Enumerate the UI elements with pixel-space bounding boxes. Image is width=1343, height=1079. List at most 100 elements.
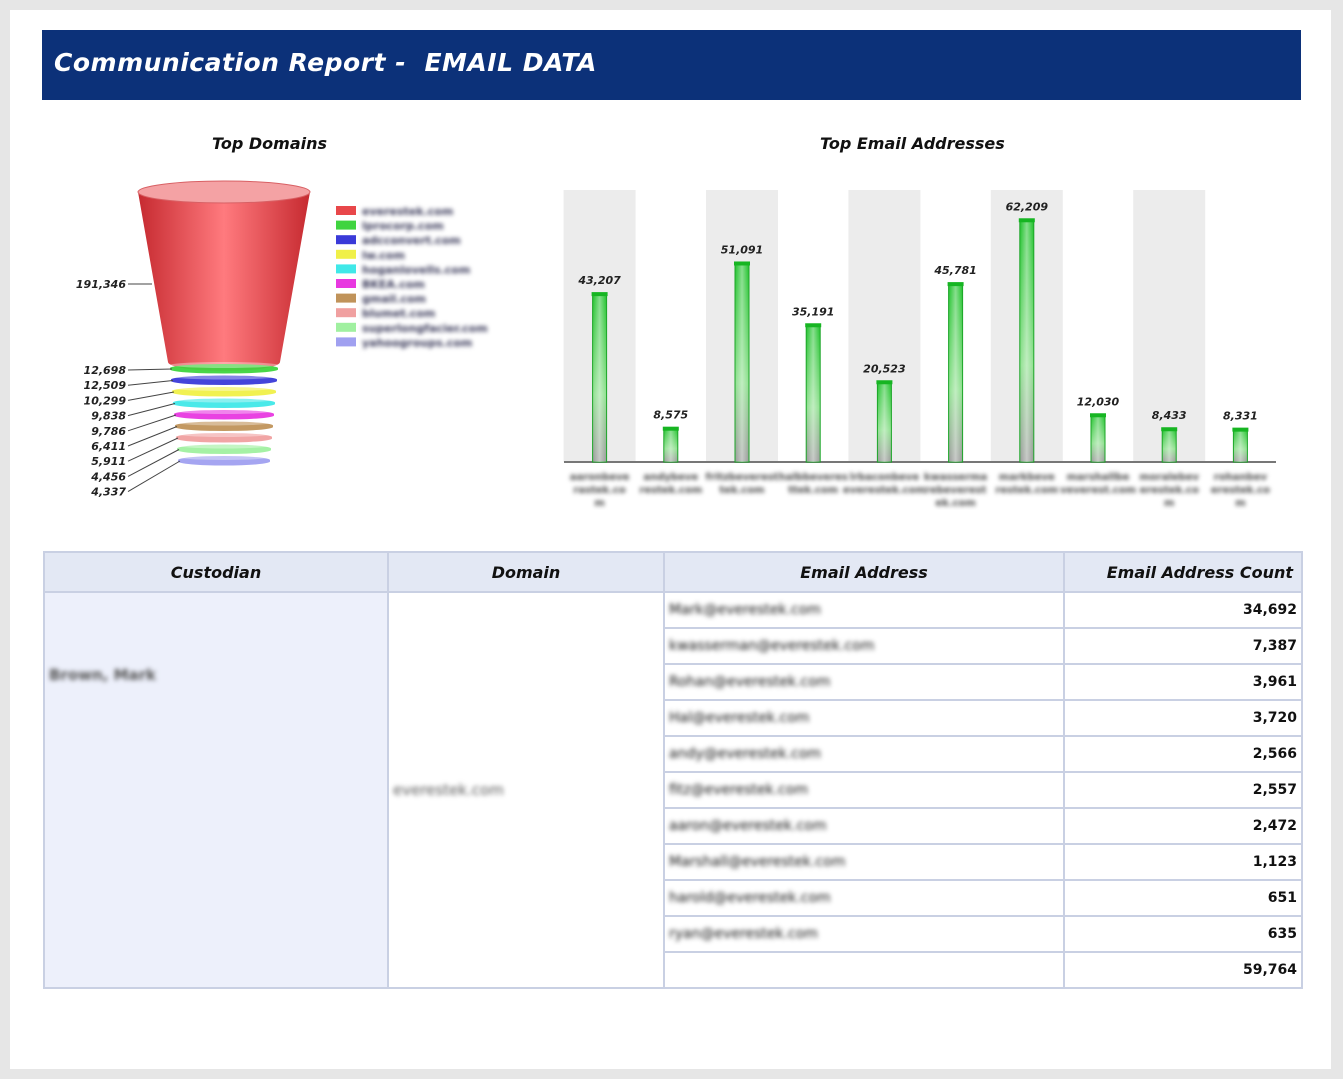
email-address-text: Marshall@everestek.com (669, 854, 846, 870)
table-body: Brown, Mark everestek.com Mark@everestek.c… (43, 591, 1303, 989)
legend-swatch-3 (336, 249, 356, 259)
funnel-value-label-6: 6,411 (91, 440, 126, 453)
funnel-segment-highlight-8 (177, 442, 271, 449)
table-row: kwasserman@everestek.com 7,387 (44, 627, 1303, 665)
table-total-row: 59,764 (44, 951, 1303, 989)
category-label-8: moralebev erestek.co m (1139, 472, 1199, 509)
bar-shine-2 (735, 263, 749, 462)
bar-shine-0 (592, 294, 607, 462)
legend-swatch-7 (336, 308, 356, 318)
report-page: Communication Report - EMAIL DATA Top Do… (10, 10, 1331, 1069)
category-label-3: halbbeveres ttek.com (779, 472, 848, 496)
table-row: fitz@everestek.com 2,557 (44, 771, 1303, 809)
category-label-5: kwasserma rebeverest ek.com (924, 472, 987, 509)
bar-value-label-1: 8,575 (653, 409, 688, 422)
legend-label-1: lprocorp.com (362, 220, 444, 233)
category-label-7: marshallbe veverest.com (1060, 472, 1136, 496)
email-address-table: Custodian Domain Email Address Email Add… (43, 551, 1303, 989)
legend-label-7: blumet.com (362, 307, 435, 320)
email-count-cell: 3,961 (1063, 663, 1303, 701)
category-label-0: aaronbeve rastek.co m (570, 472, 630, 509)
email-address-cell: harold@everestek.com (663, 879, 1065, 917)
bar-value-label-3: 35,191 (792, 305, 834, 318)
bar-value-label-5: 45,781 (933, 264, 976, 277)
top-domains-title: Top Domains (212, 134, 328, 153)
bar-shine-5 (948, 284, 963, 462)
bar-cap-5 (947, 282, 964, 287)
domain-cell: everestek.com (387, 591, 665, 989)
bar-value-label-0: 43,207 (577, 274, 621, 287)
funnel-leader-line-3 (127, 391, 175, 401)
bar-value-label-8: 8,433 (1152, 409, 1187, 422)
funnel-segment-3 (172, 387, 276, 397)
email-count-cell: 2,472 (1063, 807, 1303, 845)
funnel-segment-highlight-7 (176, 431, 272, 437)
category-label-2: fritzbeverest tek.com (706, 472, 779, 496)
column-header-email-count: Email Address Count (1063, 551, 1303, 593)
bar-cap-1 (662, 426, 679, 431)
email-address-text: Mark@everestek.com (669, 602, 821, 618)
funnel-value-label-1: 12,698 (84, 364, 127, 377)
category-label-1: andybeve restek.com (639, 472, 702, 496)
funnel-value-label-2: 12,509 (84, 379, 127, 392)
email-address-text: Rohan@everestek.com (669, 674, 831, 690)
category-label-4: lrbaconbeve everestek.com (843, 472, 926, 496)
top-emails-title: Top Email Addresses (820, 134, 1005, 153)
email-count-cell: 651 (1063, 879, 1303, 917)
custodian-name: Brown, Mark (49, 666, 157, 684)
bar-value-label-4: 20,523 (863, 362, 906, 375)
top-emails-bar-chart: 43,207 aaronbeve rastek.co m 8,575 andybeve re… (563, 190, 1276, 509)
bar-cap-3 (805, 323, 822, 328)
email-address-text: kwasserman@everestek.com (669, 638, 875, 654)
funnel-segment-highlight-9 (178, 454, 270, 460)
category-label-6: markbeve restek.com (995, 472, 1058, 496)
table-row: harold@everestek.com 651 (44, 879, 1303, 917)
bar-shine-4 (877, 382, 892, 462)
legend-swatch-2 (336, 235, 356, 245)
email-count-cell: 2,557 (1063, 771, 1303, 809)
email-count-cell: 635 (1063, 915, 1303, 953)
funnel-segment-highlight-5 (174, 408, 274, 414)
bar-value-label-9: 8,331 (1223, 410, 1258, 423)
legend-label-0: everestek.com (362, 205, 453, 218)
bar-shine-7 (1091, 415, 1105, 462)
email-address-text: harold@everestek.com (669, 890, 831, 906)
funnel-segment-5 (174, 410, 274, 420)
funnel-segment-2 (171, 375, 277, 385)
legend-label-2: adcconvert.com (362, 234, 461, 247)
funnel-segment-highlight-6 (175, 419, 273, 426)
table-row: Marshall@everestek.com 1,123 (44, 843, 1303, 881)
funnel-segment-highlight-4 (173, 396, 275, 403)
funnel-segment-highlight-3 (172, 385, 276, 391)
email-address-cell: Hal@everestek.com (663, 699, 1065, 737)
column-header-email-address: Email Address (663, 551, 1065, 593)
funnel-leader-line-1 (127, 368, 173, 371)
bar-cap-8 (1161, 427, 1178, 432)
bar-cap-4 (876, 380, 893, 385)
legend-label-4: hoganlovells.com (362, 263, 470, 276)
funnel-segment-1 (170, 364, 278, 374)
bar-value-label-6: 62,209 (1006, 200, 1049, 213)
domain-name: everestek.com (393, 781, 504, 799)
legend-swatch-6 (336, 293, 356, 303)
bar-shine-1 (663, 428, 678, 462)
bar-cap-7 (1090, 413, 1106, 418)
bar-value-label-2: 51,091 (721, 243, 763, 256)
funnel-segment-highlight-2 (171, 373, 277, 380)
legend-label-9: yahoogroups.com (362, 336, 472, 349)
email-address-cell: ryan@everestek.com (663, 915, 1065, 953)
funnel-top-rim (137, 180, 311, 204)
bar-cap-2 (734, 261, 750, 266)
legend-label-6: gmail.com (362, 293, 426, 306)
funnel-segment-6 (175, 421, 273, 431)
legend-swatch-8 (336, 322, 356, 332)
email-address-text: Hal@everestek.com (669, 710, 810, 726)
email-count-cell: 3,720 (1063, 699, 1303, 737)
email-count-cell: 34,692 (1063, 591, 1303, 629)
funnel-segment-8 (177, 444, 271, 454)
funnel-leader-line-5 (127, 414, 177, 432)
report-header-banner: Communication Report - EMAIL DATA (42, 30, 1301, 100)
legend-swatch-1 (336, 220, 356, 230)
email-address-cell: aaron@everestek.com (663, 807, 1065, 845)
email-count-cell: 7,387 (1063, 627, 1303, 665)
